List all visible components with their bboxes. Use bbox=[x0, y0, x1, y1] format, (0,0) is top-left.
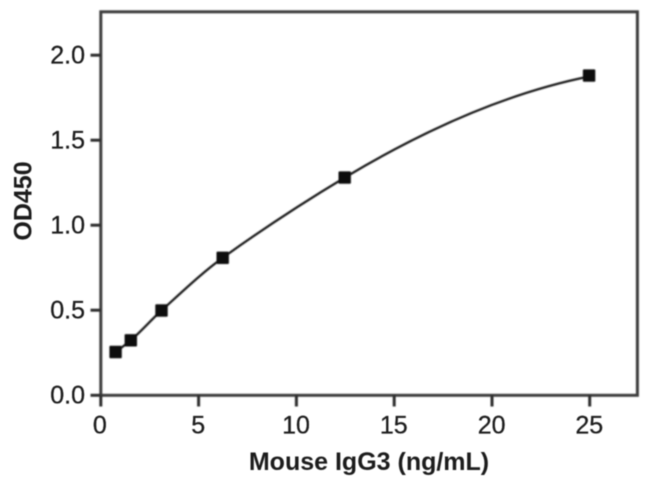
svg-text:0.5: 0.5 bbox=[50, 297, 85, 325]
svg-text:Mouse IgG3 (ng/mL): Mouse IgG3 (ng/mL) bbox=[249, 448, 489, 476]
svg-text:5: 5 bbox=[191, 412, 205, 440]
svg-text:2.0: 2.0 bbox=[50, 42, 85, 70]
svg-text:1.0: 1.0 bbox=[50, 212, 85, 240]
svg-text:OD450: OD450 bbox=[10, 161, 38, 240]
svg-text:0: 0 bbox=[93, 412, 107, 440]
svg-text:10: 10 bbox=[282, 412, 310, 440]
svg-text:1.5: 1.5 bbox=[50, 127, 85, 155]
svg-text:15: 15 bbox=[380, 412, 408, 440]
svg-text:0.0: 0.0 bbox=[50, 382, 85, 410]
svg-text:25: 25 bbox=[575, 412, 603, 440]
svg-text:20: 20 bbox=[478, 412, 506, 440]
